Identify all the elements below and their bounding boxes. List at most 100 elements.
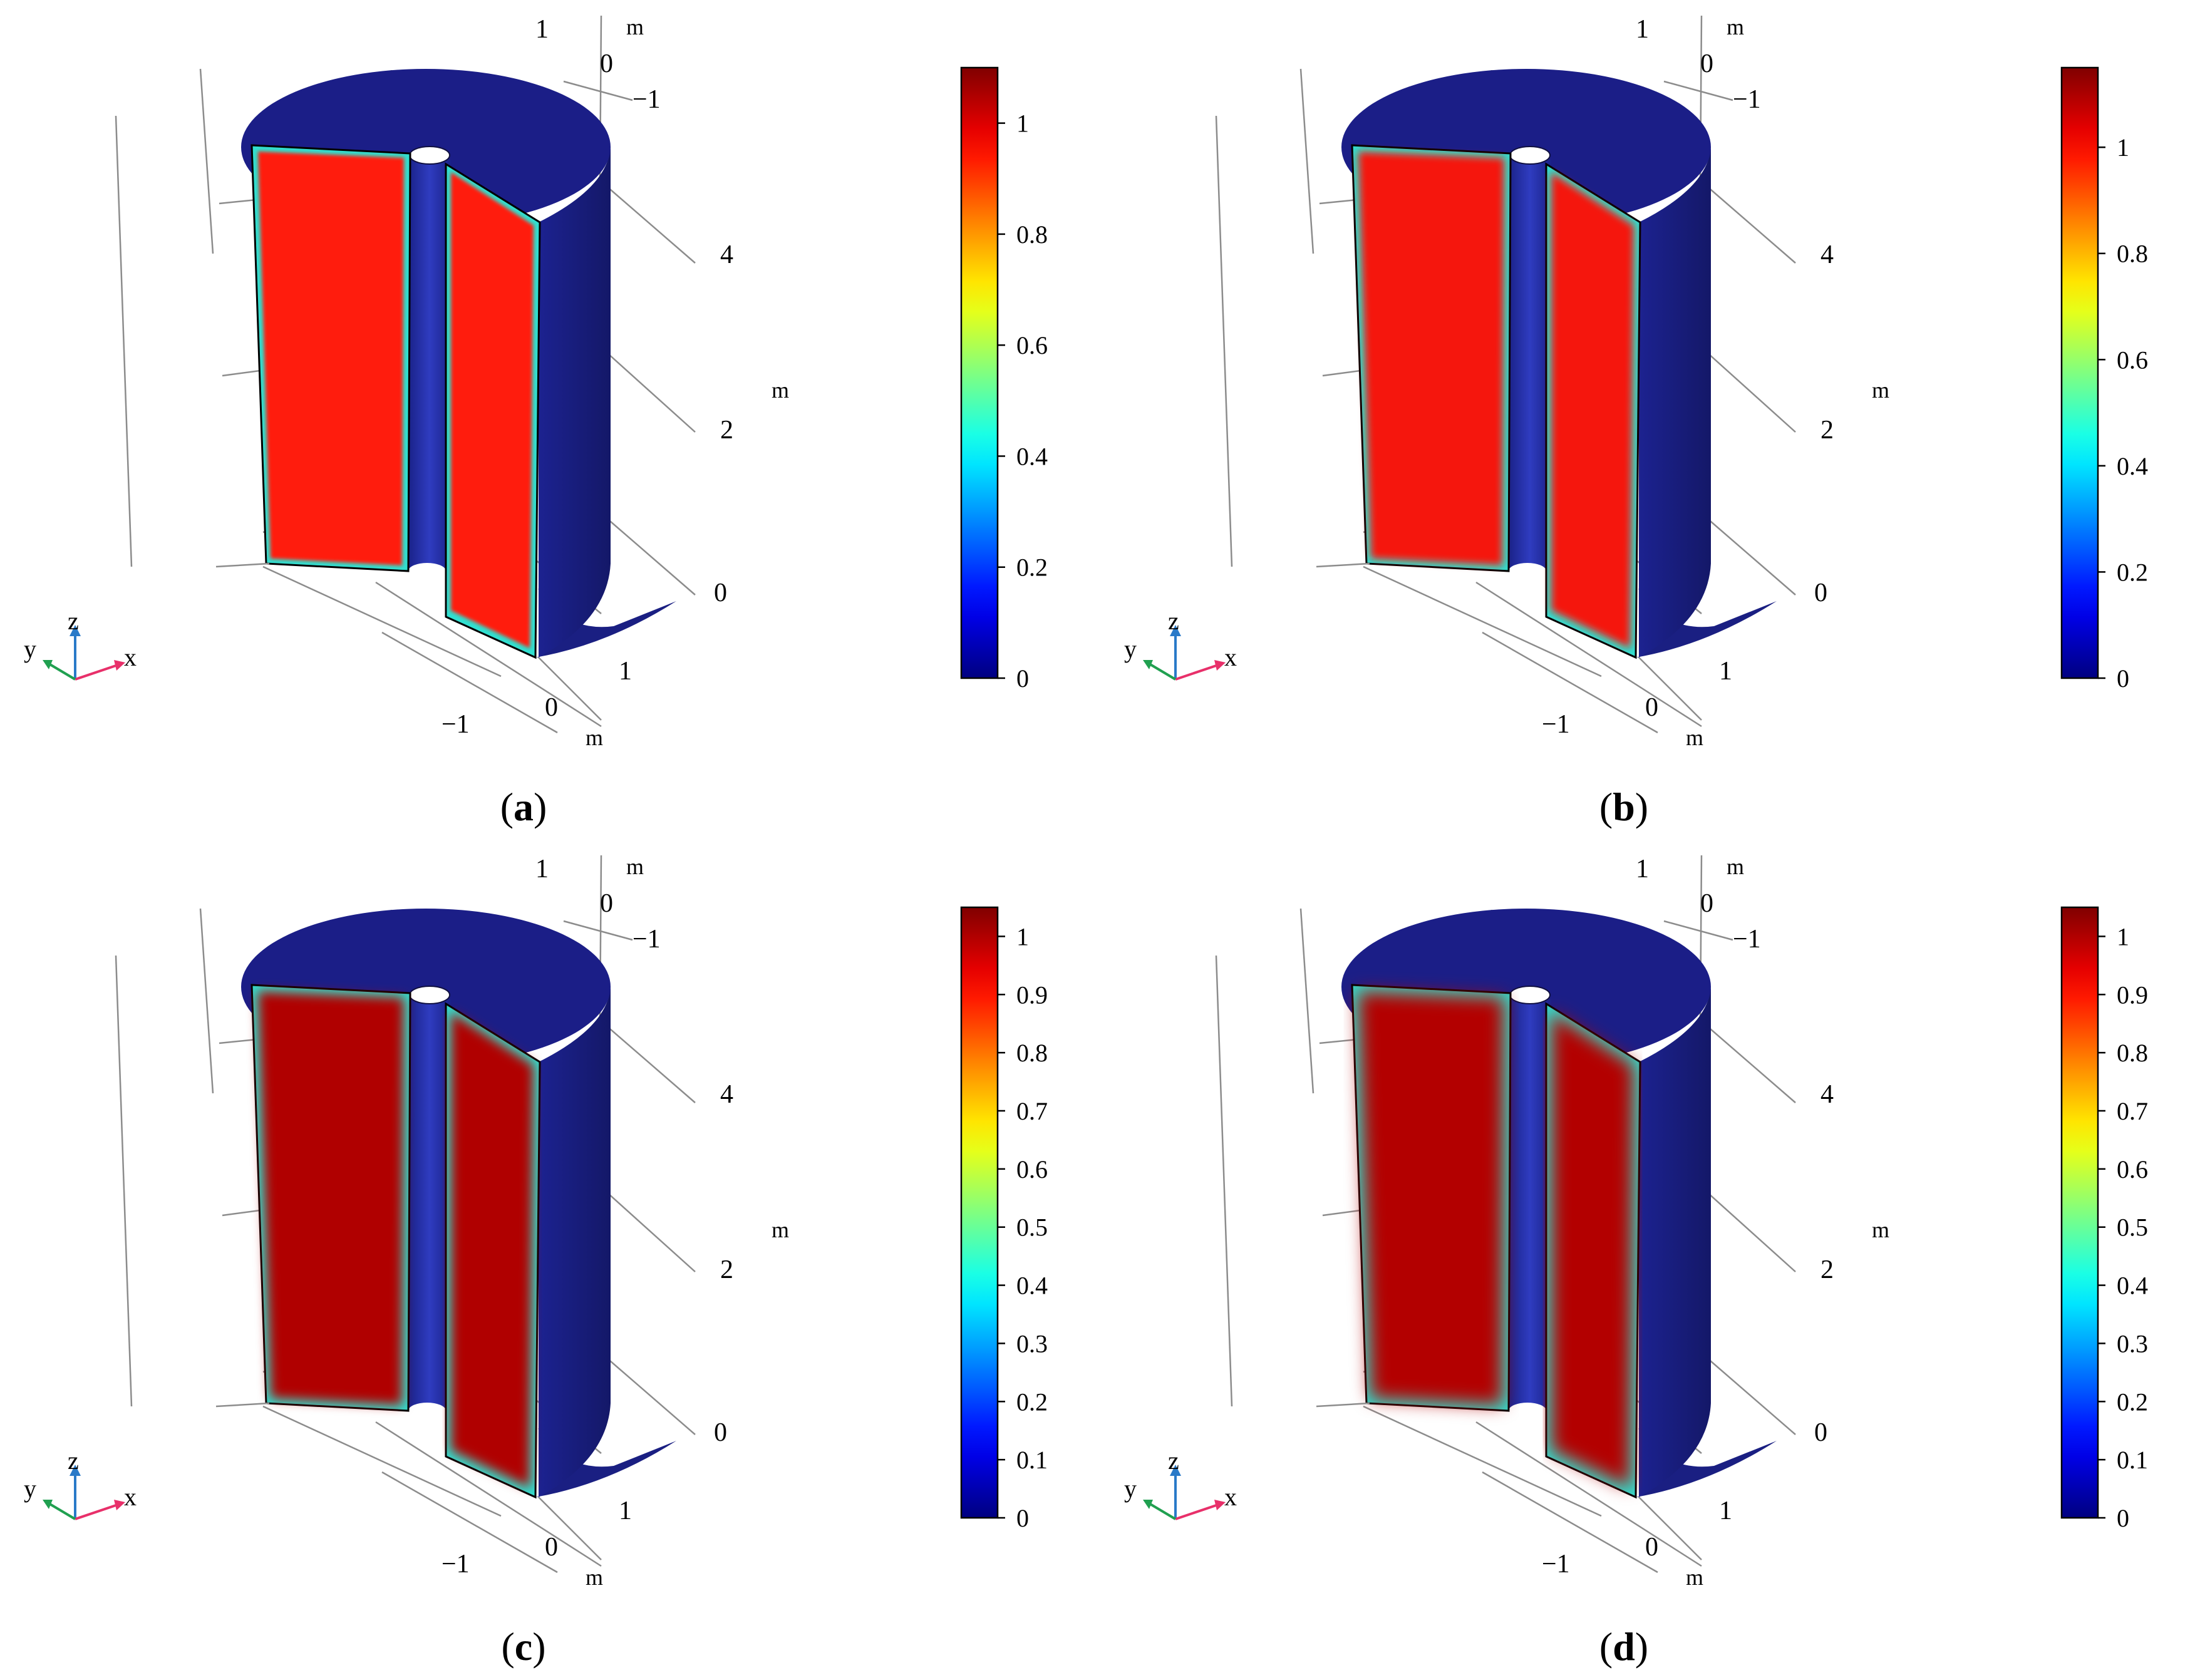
triad-y-axis [48, 662, 76, 681]
triad-z-arrowhead [1170, 1465, 1181, 1476]
triad-x-arrowhead [1214, 660, 1226, 671]
axis-line [1316, 1402, 1370, 1408]
inner-pipe-bottom [1509, 563, 1546, 579]
axis-line [1638, 1497, 1702, 1560]
tick-z: 4 [720, 1080, 733, 1109]
colorbar-tick-label: 0 [2117, 664, 2129, 693]
triad-y-arrowhead [1143, 1500, 1153, 1509]
tick-z: 0 [714, 579, 727, 607]
tick-bottom-x: 1 [619, 657, 632, 686]
tick-top-y: 0 [600, 49, 613, 78]
inner-pipe-bottom [408, 563, 446, 579]
cut-face-right [445, 162, 541, 659]
unit-top: m [626, 854, 644, 879]
tick-z: 4 [720, 240, 733, 269]
axis-foreground [215, 1402, 602, 1560]
axis-line [1701, 347, 1796, 433]
tick-bottom-x: 1 [1719, 657, 1732, 686]
axis-line [381, 631, 558, 734]
axis-line [1701, 1187, 1796, 1272]
tick-z: 4 [1820, 240, 1834, 269]
axis-line [1701, 513, 1796, 595]
face-right-field [1551, 172, 1634, 648]
triad-x-axis [75, 664, 118, 681]
triad-z-arrowhead [70, 625, 81, 636]
axis-line [1482, 631, 1658, 734]
axis-line [381, 1471, 558, 1574]
panel-caption: (c) [501, 1624, 545, 1669]
colorbar-tick-label: 0 [1016, 664, 1029, 693]
colorbar-tick-label: 1 [2117, 922, 2129, 951]
colorbar-gradient [2060, 906, 2099, 1519]
axis-line [1215, 115, 1233, 567]
axis-line [1299, 908, 1314, 1094]
triad-y-axis [1148, 1502, 1177, 1520]
unit-z: m [772, 1217, 789, 1242]
face-right-field [1551, 1012, 1634, 1488]
axis-line [601, 1021, 696, 1103]
unit-bottom: m [1686, 725, 1703, 750]
tick-bottom-x: 0 [545, 1533, 558, 1562]
inner-pipe-bottom [408, 1403, 446, 1419]
axis-line [215, 562, 270, 568]
triad-y-arrowhead [1143, 660, 1153, 669]
axis-line [1363, 1405, 1602, 1517]
triad-x-label: x [124, 1483, 137, 1511]
axis-line [199, 908, 214, 1094]
triad-x-label: x [1224, 643, 1237, 671]
colorbar-tick-label: 0.1 [2117, 1446, 2148, 1474]
tick-bottom-x: −1 [1542, 1550, 1570, 1579]
cut-face-right [1545, 162, 1641, 659]
panel-d: 1 0 −1 m 4 2 0 m 1 0 −1 m z x y 1 0.9 0.8 0.7 0.6 0.5 0.4 0.3 0… [1100, 840, 2200, 1679]
unit-z: m [1872, 378, 1889, 403]
colorbar-tick-label: 1 [1016, 110, 1029, 138]
colorbar-tick-label: 0.2 [2117, 1388, 2148, 1416]
triad-y-axis [48, 1502, 76, 1520]
triad-z-label: z [68, 607, 79, 635]
axis-line [1215, 955, 1233, 1407]
triad-y-arrowhead [43, 660, 53, 669]
colorbar-tick-label: 0.2 [1016, 554, 1048, 582]
cut-face-left [1351, 144, 1512, 572]
axis-line [115, 955, 133, 1407]
tick-top-y: 1 [1636, 855, 1649, 884]
tick-z: 2 [720, 1255, 733, 1284]
tick-z: 4 [1820, 1080, 1834, 1109]
inner-pipe-top [1509, 986, 1551, 1004]
colorbar-gradient [960, 66, 999, 679]
colorbar-tick-label: 0.8 [1016, 220, 1048, 249]
coordinate-triad: z x y [24, 1446, 137, 1520]
cylinder-side-right [539, 987, 611, 1497]
colorbar-tick-label: 0.4 [1016, 442, 1048, 470]
colorbar-tick-label: 1 [1016, 922, 1029, 951]
triad-z-label: z [1168, 1446, 1179, 1475]
inner-pipe-bottom [1509, 1403, 1546, 1419]
triad-z-label: z [68, 1446, 79, 1475]
panel-b: 1 0 −1 m 4 2 0 m 1 0 −1 m z x y 1 0.8 0.6 0.4 0.2 0 (b) [1100, 0, 2200, 840]
colorbar-tick-label: 0 [2117, 1504, 2129, 1532]
tick-bottom-x: −1 [442, 1550, 470, 1579]
axis-line [601, 1353, 696, 1435]
face-left-field [258, 991, 404, 1405]
axis-line [538, 657, 602, 721]
inner-pipe [408, 993, 451, 1413]
colorbar-tick-label: 0.6 [1016, 1155, 1048, 1183]
axis-line [1475, 581, 1702, 728]
colorbar-tick-label: 0.4 [2117, 1272, 2148, 1300]
triad-x-label: x [124, 643, 137, 671]
panel-caption: (d) [1599, 1624, 1648, 1669]
triad-x-arrowhead [114, 1500, 125, 1510]
tick-top-y: 1 [535, 855, 549, 884]
colorbar-tick-label: 0.7 [2117, 1097, 2148, 1125]
axis-foreground [1316, 562, 1702, 721]
inner-pipe-top [409, 146, 450, 165]
colorbar-tick-label: 0.8 [2117, 240, 2148, 268]
axis-line [1701, 1353, 1796, 1435]
axis-line [1701, 181, 1796, 264]
axis-line [262, 1405, 502, 1517]
axis-line [1482, 1471, 1658, 1574]
cut-face-left [1351, 984, 1512, 1412]
tick-bottom-x: 0 [1645, 693, 1658, 722]
colorbar-tick-label: 0.2 [2117, 558, 2148, 586]
